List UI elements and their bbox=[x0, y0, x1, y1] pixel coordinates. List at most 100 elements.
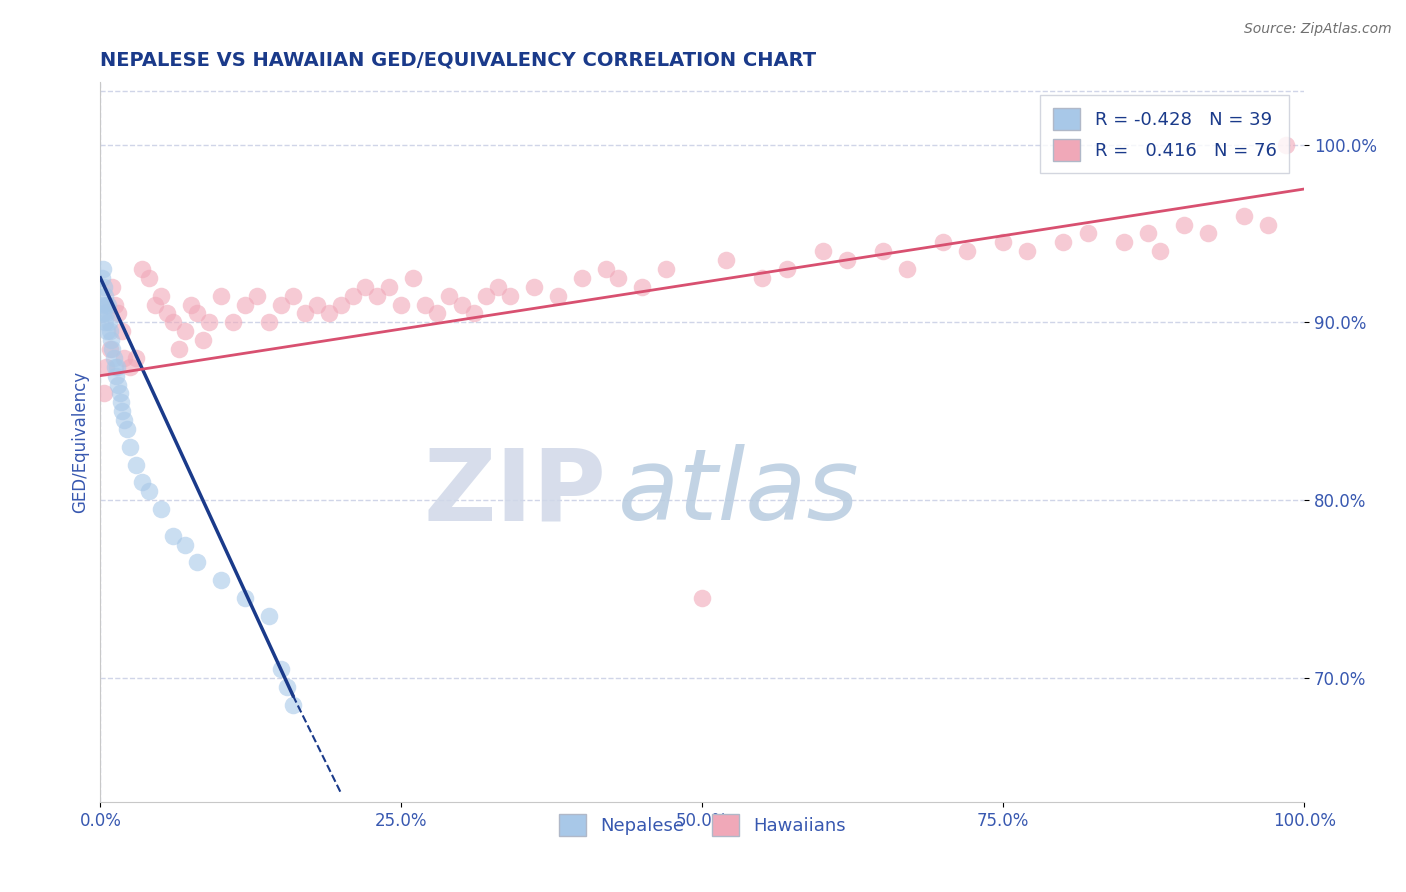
Point bbox=[1197, 227, 1219, 241]
Point bbox=[222, 315, 245, 329]
Point bbox=[281, 288, 304, 302]
Point bbox=[103, 351, 125, 365]
Point bbox=[173, 537, 195, 551]
Point bbox=[294, 306, 316, 320]
Point bbox=[330, 297, 353, 311]
Point bbox=[162, 315, 184, 329]
Point bbox=[120, 359, 142, 374]
Point bbox=[523, 279, 546, 293]
Point bbox=[993, 235, 1015, 250]
Point bbox=[811, 244, 834, 259]
Y-axis label: GED/Equivalency: GED/Equivalency bbox=[72, 371, 89, 514]
Point bbox=[131, 475, 153, 490]
Point bbox=[932, 235, 955, 250]
Point bbox=[318, 306, 340, 320]
Point bbox=[125, 458, 148, 472]
Point bbox=[98, 324, 121, 338]
Point bbox=[97, 297, 120, 311]
Point bbox=[1275, 137, 1298, 152]
Legend: Nepalese, Hawaiians: Nepalese, Hawaiians bbox=[551, 807, 853, 844]
Point bbox=[93, 386, 115, 401]
Point bbox=[111, 404, 134, 418]
Point bbox=[107, 306, 129, 320]
Point bbox=[631, 279, 654, 293]
Point bbox=[108, 386, 131, 401]
Point bbox=[96, 359, 118, 374]
Point bbox=[191, 333, 214, 347]
Point bbox=[131, 262, 153, 277]
Text: Source: ZipAtlas.com: Source: ZipAtlas.com bbox=[1244, 22, 1392, 37]
Point bbox=[93, 288, 115, 302]
Point bbox=[197, 315, 219, 329]
Point bbox=[104, 297, 127, 311]
Point bbox=[101, 279, 124, 293]
Text: atlas: atlas bbox=[619, 444, 859, 541]
Point bbox=[595, 262, 617, 277]
Point bbox=[149, 502, 172, 516]
Point bbox=[281, 698, 304, 712]
Point bbox=[209, 573, 232, 587]
Point bbox=[91, 297, 114, 311]
Point bbox=[110, 395, 132, 409]
Point bbox=[415, 297, 437, 311]
Point bbox=[498, 288, 520, 302]
Point bbox=[270, 297, 292, 311]
Point bbox=[143, 297, 166, 311]
Point bbox=[257, 315, 280, 329]
Point bbox=[1136, 227, 1159, 241]
Point bbox=[305, 297, 328, 311]
Point bbox=[1149, 244, 1171, 259]
Point bbox=[751, 271, 773, 285]
Point bbox=[138, 271, 160, 285]
Point bbox=[93, 279, 115, 293]
Point bbox=[1052, 235, 1074, 250]
Point bbox=[775, 262, 797, 277]
Point bbox=[125, 351, 148, 365]
Point bbox=[149, 288, 172, 302]
Point bbox=[90, 271, 112, 285]
Point bbox=[233, 591, 256, 605]
Point bbox=[571, 271, 593, 285]
Point bbox=[463, 306, 485, 320]
Point bbox=[105, 368, 128, 383]
Text: ZIP: ZIP bbox=[423, 444, 606, 541]
Point bbox=[450, 297, 472, 311]
Point bbox=[486, 279, 509, 293]
Point bbox=[162, 528, 184, 542]
Point bbox=[155, 306, 177, 320]
Point bbox=[402, 271, 425, 285]
Point bbox=[342, 288, 364, 302]
Point bbox=[100, 333, 122, 347]
Point bbox=[1017, 244, 1039, 259]
Point bbox=[120, 440, 142, 454]
Point bbox=[378, 279, 401, 293]
Point bbox=[426, 306, 449, 320]
Point bbox=[257, 608, 280, 623]
Point bbox=[112, 413, 135, 427]
Point bbox=[439, 288, 461, 302]
Point bbox=[607, 271, 630, 285]
Point bbox=[474, 288, 496, 302]
Point bbox=[1233, 209, 1256, 223]
Point bbox=[96, 306, 118, 320]
Point bbox=[104, 359, 127, 374]
Point bbox=[233, 297, 256, 311]
Point bbox=[209, 288, 232, 302]
Point bbox=[547, 288, 569, 302]
Point bbox=[101, 342, 124, 356]
Point bbox=[389, 297, 412, 311]
Point bbox=[354, 279, 377, 293]
Point bbox=[655, 262, 678, 277]
Point bbox=[138, 484, 160, 499]
Text: NEPALESE VS HAWAIIAN GED/EQUIVALENCY CORRELATION CHART: NEPALESE VS HAWAIIAN GED/EQUIVALENCY COR… bbox=[100, 51, 817, 70]
Point bbox=[366, 288, 388, 302]
Point bbox=[105, 359, 128, 374]
Point bbox=[1173, 218, 1195, 232]
Point bbox=[246, 288, 269, 302]
Point bbox=[1076, 227, 1098, 241]
Point bbox=[186, 306, 208, 320]
Point bbox=[94, 297, 117, 311]
Point bbox=[112, 351, 135, 365]
Point bbox=[1257, 218, 1279, 232]
Point bbox=[276, 680, 298, 694]
